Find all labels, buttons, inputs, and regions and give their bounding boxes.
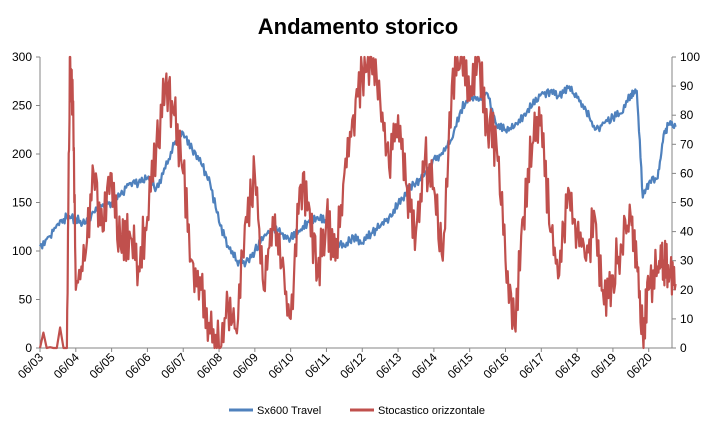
y-right-tick-label: 30 <box>680 254 694 268</box>
x-tick-label: 06/15 <box>445 350 476 381</box>
x-tick-label: 06/14 <box>409 350 440 381</box>
y-right-tick-label: 10 <box>680 312 694 326</box>
y-right-tick-label: 100 <box>680 50 700 64</box>
x-tick-label: 06/13 <box>373 350 404 381</box>
x-tick-label: 06/10 <box>266 350 297 381</box>
x-tick-label: 06/06 <box>122 350 153 381</box>
x-tick-label: 06/17 <box>516 350 547 381</box>
x-tick-label: 06/18 <box>552 350 583 381</box>
y-right-tick-label: 0 <box>680 341 687 355</box>
x-tick-label: 06/09 <box>230 350 261 381</box>
series-layer <box>38 55 677 350</box>
y-right-tick-label: 40 <box>680 225 694 239</box>
legend-label: Stocastico orizzontale <box>378 405 485 417</box>
x-tick-label: 06/20 <box>624 350 655 381</box>
y-left-tick-label: 50 <box>19 293 33 307</box>
x-tick-label: 06/16 <box>480 350 511 381</box>
y-right-tick-label: 80 <box>680 108 694 122</box>
x-tick-label: 06/19 <box>588 350 619 381</box>
y-right-tick-label: 70 <box>680 137 694 151</box>
x-tick-label: 06/04 <box>51 350 82 381</box>
y-right-tick-label: 20 <box>680 283 694 297</box>
y-left-tick-label: 150 <box>12 196 32 210</box>
y-left-tick-label: 100 <box>12 244 32 258</box>
x-tick-label: 06/03 <box>15 350 46 381</box>
x-tick-label: 06/07 <box>158 350 189 381</box>
x-tick-label: 06/11 <box>302 350 333 381</box>
series-line-stocastico-orizzontale <box>38 55 677 350</box>
y-right-tick-label: 90 <box>680 79 694 93</box>
y-left-tick-label: 0 <box>25 341 32 355</box>
y-left-tick-label: 200 <box>12 147 32 161</box>
chart-title: Andamento storico <box>258 14 458 39</box>
x-tick-label: 06/12 <box>337 350 368 381</box>
x-tick-label: 06/08 <box>194 350 225 381</box>
y-left-tick-label: 300 <box>12 50 32 64</box>
legend-label: Sx600 Travel <box>257 405 321 417</box>
y-right-tick-label: 50 <box>680 196 694 210</box>
legend: Sx600 Travel Stocastico orizzontale <box>229 405 485 417</box>
y-left-tick-label: 250 <box>12 99 32 113</box>
y-right-tick-label: 60 <box>680 166 694 180</box>
x-tick-label: 06/05 <box>87 350 118 381</box>
